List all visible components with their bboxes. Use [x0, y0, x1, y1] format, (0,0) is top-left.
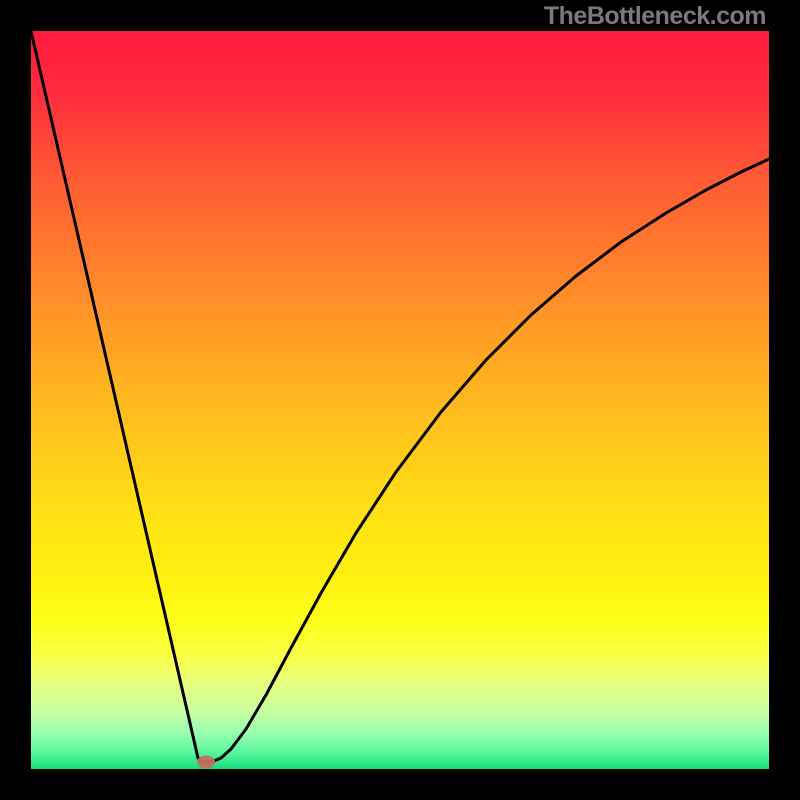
optimal-point-marker	[197, 756, 215, 769]
curve-layer	[31, 31, 769, 769]
chart-frame: TheBottleneck.com	[0, 0, 800, 800]
watermark-text: TheBottleneck.com	[544, 2, 766, 31]
bottleneck-curve	[31, 31, 769, 762]
plot-area	[31, 31, 769, 769]
